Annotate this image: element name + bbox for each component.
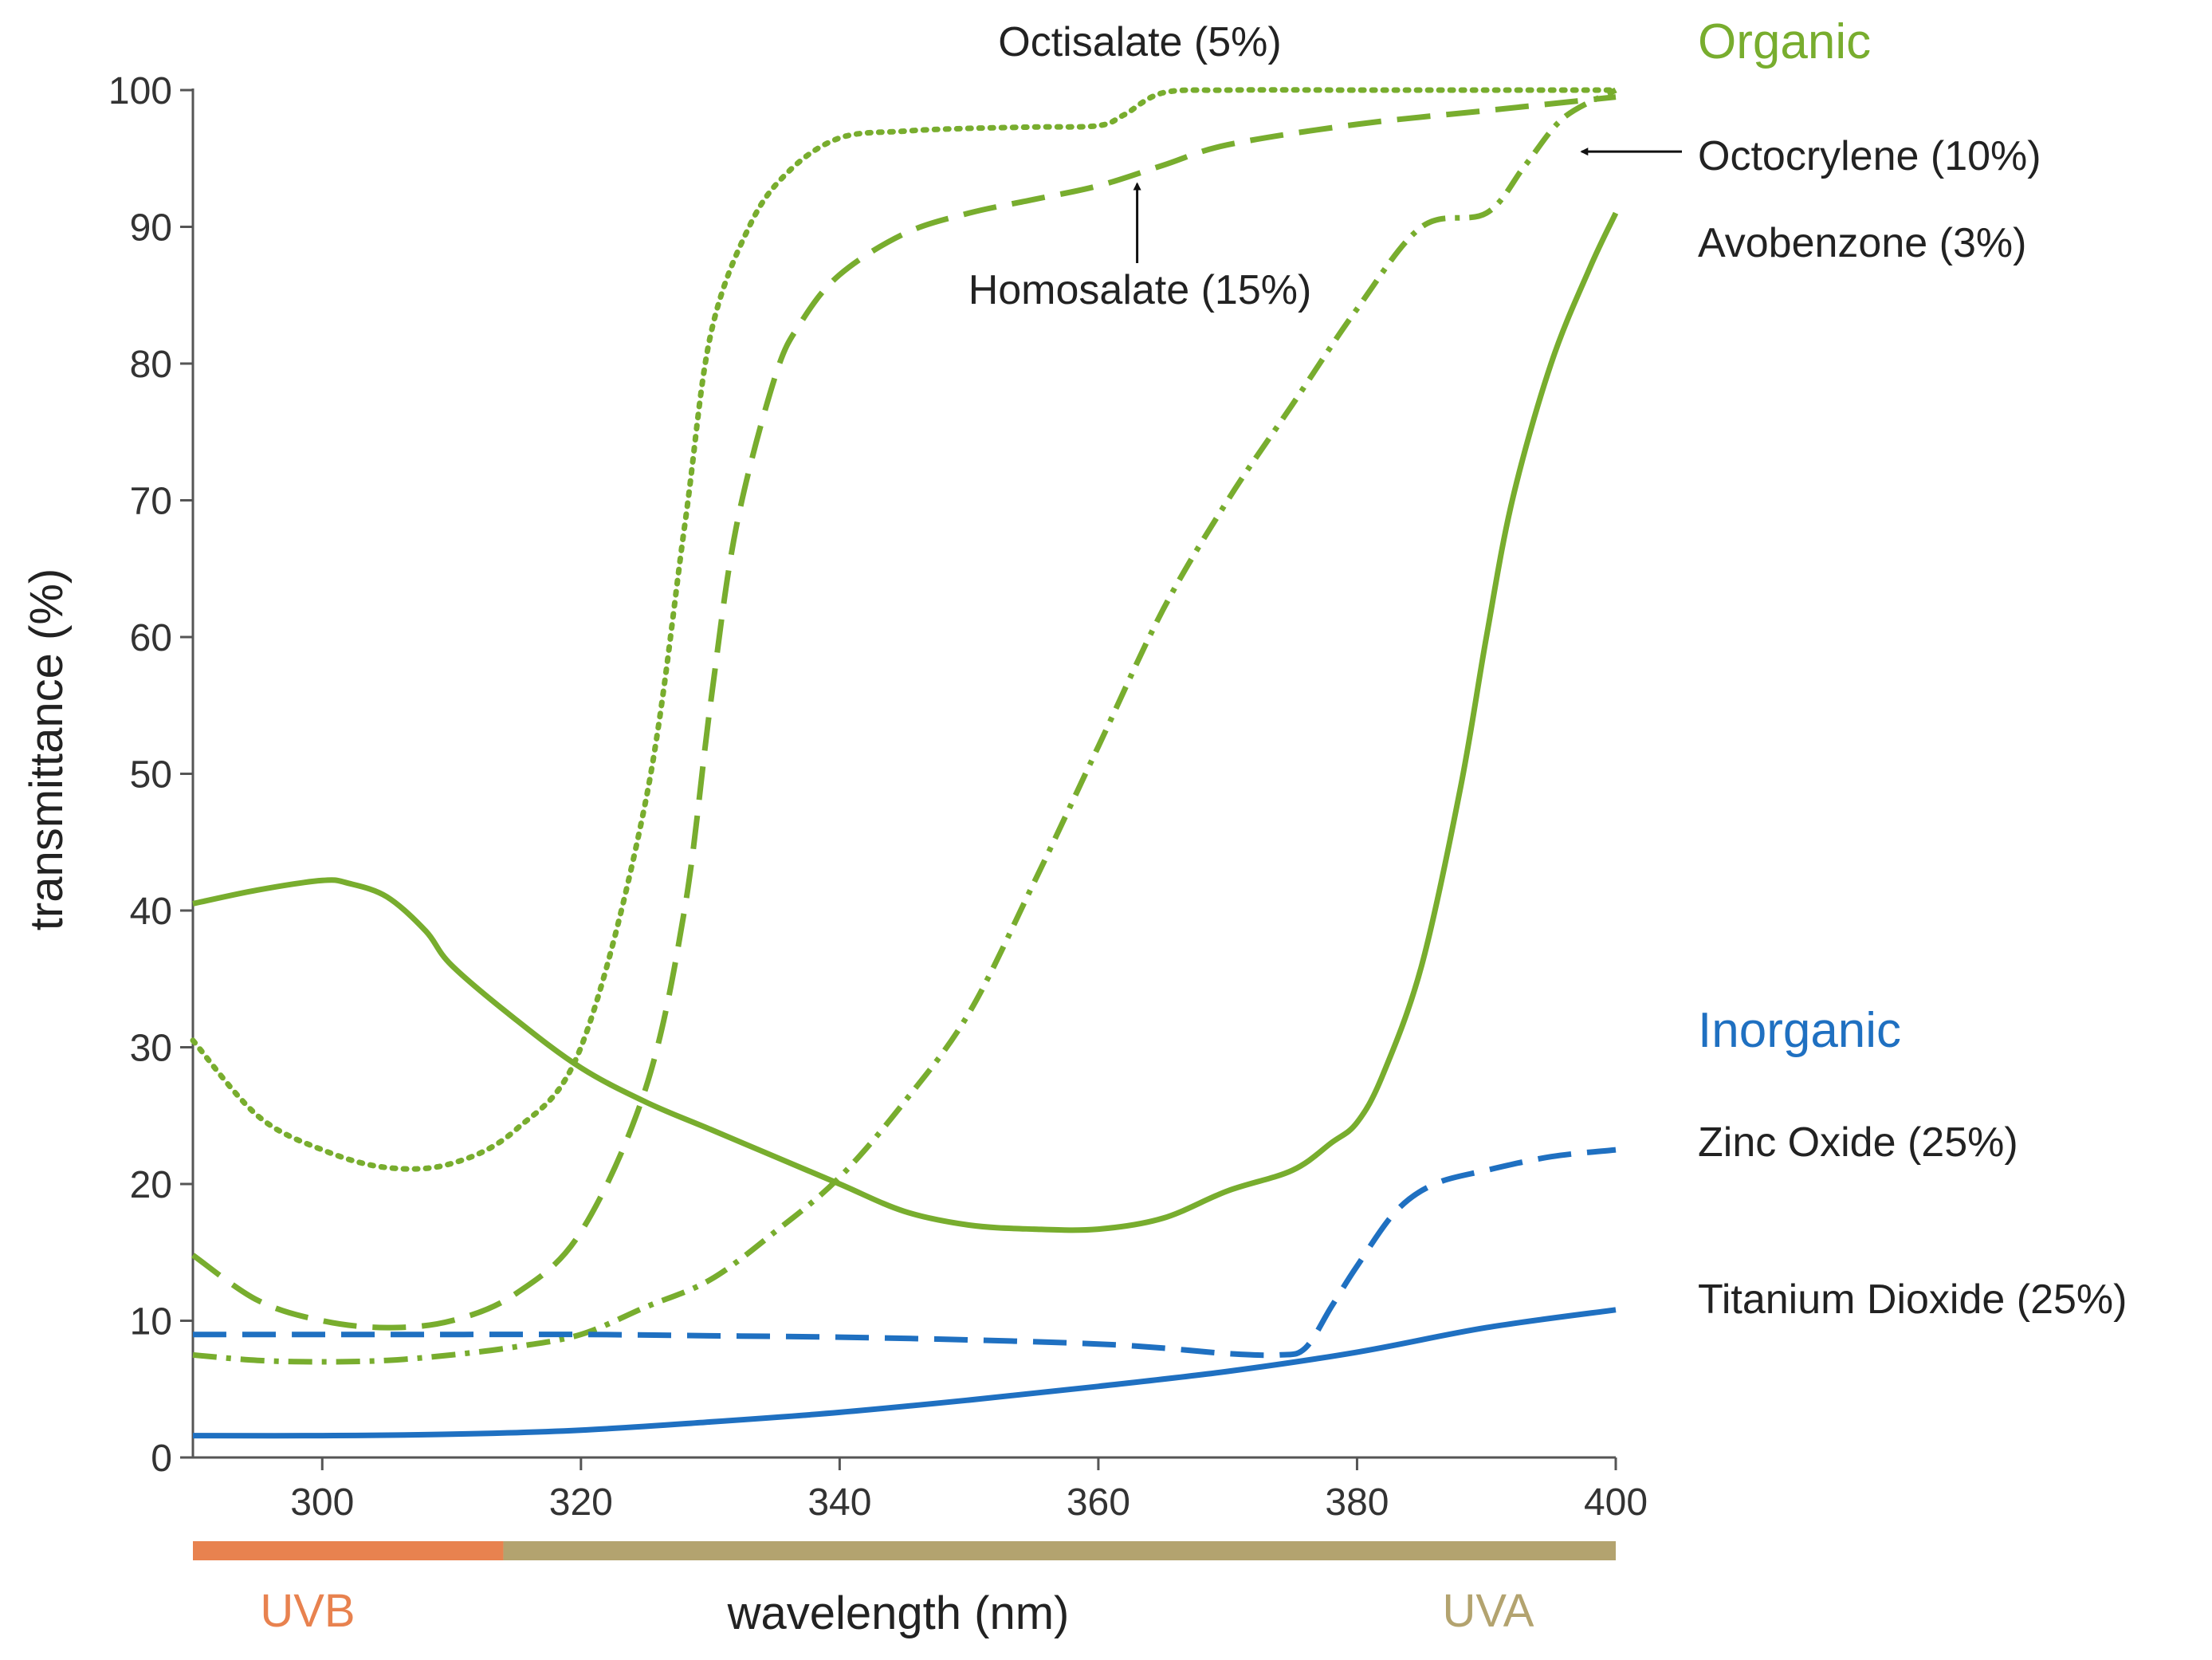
x-tick-label: 360 (1067, 1481, 1130, 1524)
uv-band-bars (193, 1541, 1616, 1560)
zinc-oxide-line (193, 1147, 1617, 1359)
x-tick-label: 340 (807, 1481, 871, 1524)
octisalate-line (190, 87, 1619, 1172)
y-tick-label: 50 (130, 754, 172, 797)
titanium-dioxide-line (192, 1307, 1617, 1439)
octisalate-label: Octisalate (5%) (998, 19, 1281, 65)
homosalate-label: Homosalate (15%) (968, 267, 1312, 313)
y-tick-label: 100 (108, 70, 172, 112)
x-tick-label: 380 (1325, 1481, 1389, 1524)
octocrylene-label: Octocrylene (10%) (1698, 133, 2041, 179)
axes (191, 89, 1616, 1459)
y-tick-label: 20 (130, 1164, 172, 1206)
annotation-arrows (1133, 148, 1682, 263)
avobenzone-label: Avobenzone (3%) (1698, 220, 2026, 266)
y-tick-label: 40 (130, 891, 172, 933)
x-tick-label: 300 (290, 1481, 354, 1524)
y-ticks: 0 10 20 30 40 50 60 70 80 90 100 (108, 70, 193, 1480)
zinc-oxide-label: Zinc Oxide (25%) (1698, 1119, 2018, 1166)
titanium-dioxide-label: Titanium Dioxide (25%) (1698, 1276, 2127, 1323)
avobenzone-line (192, 211, 1619, 1233)
organic-group-title: Organic (1698, 14, 1871, 69)
uvb-band-bar (193, 1541, 504, 1560)
y-tick-label: 10 (130, 1301, 172, 1343)
uva-label: UVA (1443, 1585, 1534, 1637)
y-tick-label: 80 (130, 344, 172, 386)
x-axis-title: wavelength (nm) (727, 1587, 1070, 1639)
y-tick-label: 0 (151, 1438, 172, 1480)
x-tick-label: 320 (549, 1481, 613, 1524)
x-tick-label: 400 (1584, 1481, 1648, 1524)
y-tick-label: 30 (130, 1028, 172, 1070)
y-tick-label: 60 (130, 617, 172, 659)
y-tick-label: 90 (130, 207, 172, 250)
homosalate-line (191, 94, 1617, 1331)
inorganic-group-title: Inorganic (1698, 1003, 1901, 1058)
octocrylene-line (192, 87, 1617, 1365)
y-axis-title: transmittance (%) (21, 568, 73, 930)
series-lines (190, 87, 1619, 1439)
y-tick-label: 70 (130, 481, 172, 523)
uva-band-bar (503, 1541, 1616, 1560)
x-ticks: 300 320 340 360 380 400 (290, 1457, 1648, 1524)
uvb-label: UVB (260, 1585, 355, 1637)
